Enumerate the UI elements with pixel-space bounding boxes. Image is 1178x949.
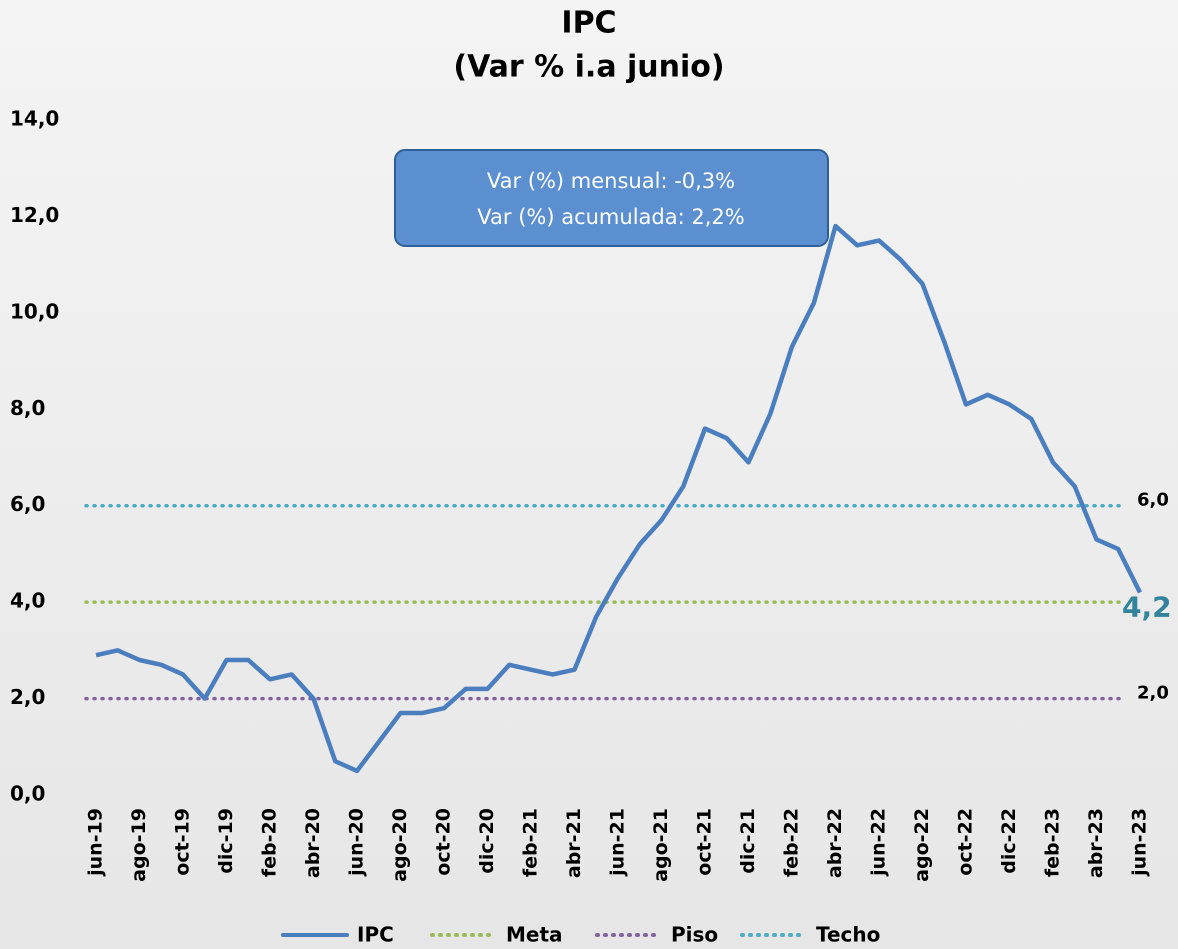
x-tick-label: oct-20 bbox=[433, 808, 455, 876]
x-tick-label: dic-20 bbox=[476, 808, 498, 874]
x-tick-label: ago-20 bbox=[389, 808, 411, 882]
x-tick-label: ago-21 bbox=[650, 808, 672, 882]
legend-label: Piso bbox=[671, 923, 718, 947]
x-tick-label: dic-22 bbox=[998, 808, 1020, 874]
reference-label: 6,0 bbox=[1137, 490, 1169, 511]
x-tick-label: jun-20 bbox=[346, 808, 368, 877]
annotation-text: Var (%) mensual: -0,3% bbox=[487, 169, 735, 193]
y-tick-label: 10,0 bbox=[10, 299, 59, 323]
y-tick-label: 2,0 bbox=[10, 685, 45, 709]
y-tick-label: 6,0 bbox=[10, 492, 45, 516]
x-tick-label: feb-21 bbox=[520, 808, 542, 877]
x-tick-label: jun-23 bbox=[1129, 808, 1151, 877]
legend-label: Meta bbox=[506, 923, 563, 947]
y-tick-label: 4,0 bbox=[10, 589, 45, 613]
annotation-box: Var (%) mensual: -0,3% Var (%) acumulada… bbox=[395, 150, 828, 246]
y-tick-label: 8,0 bbox=[10, 396, 45, 420]
annotation-text: Var (%) acumulada: 2,2% bbox=[477, 205, 744, 229]
reference-label: 2,0 bbox=[1137, 683, 1169, 704]
chart: IPC (Var % i.a junio) 0,0 2,0 4,0 6,0 8,0 10,… bbox=[0, 0, 1178, 949]
y-tick-label: 0,0 bbox=[10, 782, 45, 806]
x-tick-label: oct-21 bbox=[694, 808, 716, 876]
x-tick-label: abr-23 bbox=[1085, 808, 1107, 878]
data-line bbox=[96, 226, 1140, 771]
x-tick-label: abr-21 bbox=[563, 808, 585, 878]
x-tick-label: jun-22 bbox=[868, 808, 890, 877]
x-tick-label: oct-22 bbox=[955, 808, 977, 876]
x-tick-label: ago-19 bbox=[128, 808, 150, 882]
x-tick-label: feb-20 bbox=[259, 808, 281, 877]
x-tick-label: jun-19 bbox=[85, 808, 107, 877]
x-tick-label: dic-19 bbox=[215, 808, 237, 874]
y-tick-label: 12,0 bbox=[10, 203, 59, 227]
y-tick-label: 14,0 bbox=[10, 107, 59, 131]
x-tick-label: jun-21 bbox=[607, 808, 629, 877]
legend-label: IPC bbox=[357, 923, 394, 947]
x-tick-label: abr-22 bbox=[824, 808, 846, 878]
annotation-background bbox=[395, 150, 828, 246]
x-tick-label: ago-22 bbox=[911, 808, 933, 882]
data-label: 4,2 bbox=[1122, 591, 1172, 624]
x-tick-label: oct-19 bbox=[172, 808, 194, 876]
chart-subtitle: (Var % i.a junio) bbox=[453, 50, 724, 85]
x-tick-label: feb-23 bbox=[1042, 808, 1064, 877]
x-tick-label: abr-20 bbox=[302, 808, 324, 878]
x-tick-label: feb-22 bbox=[781, 808, 803, 877]
legend-label: Techo bbox=[816, 923, 880, 947]
chart-title: IPC bbox=[561, 6, 616, 41]
x-tick-label: dic-21 bbox=[737, 808, 759, 874]
